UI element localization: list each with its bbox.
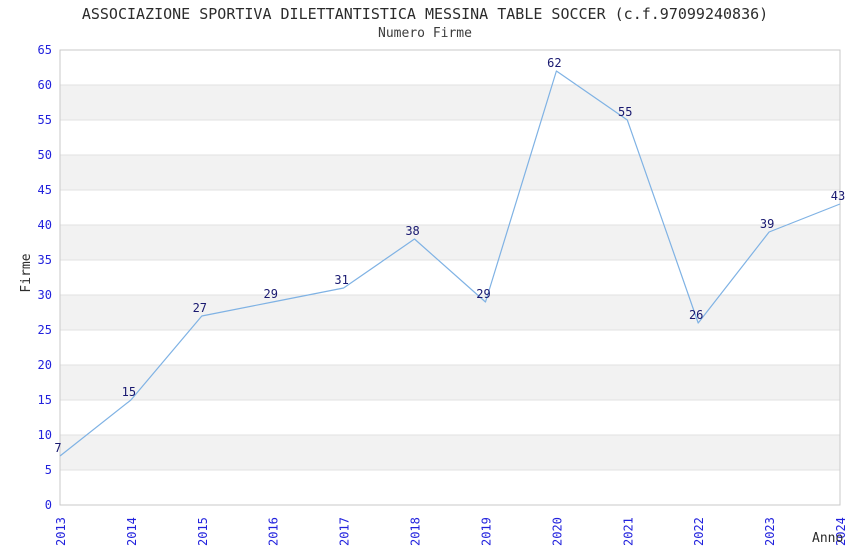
y-tick-label: 55: [38, 113, 52, 127]
y-tick-label: 10: [38, 428, 52, 442]
value-label: 31: [334, 273, 348, 287]
y-tick-label: 20: [38, 358, 52, 372]
chart-subtitle: Numero Firme: [378, 26, 472, 41]
y-tick-label: 50: [38, 148, 52, 162]
y-tick-label: 0: [45, 498, 52, 512]
y-tick-label: 15: [38, 393, 52, 407]
chart-title: ASSOCIAZIONE SPORTIVA DILETTANTISTICA ME…: [81, 5, 769, 23]
value-label: 43: [831, 189, 845, 203]
x-tick-label: 2019: [479, 517, 493, 546]
value-label: 26: [689, 308, 703, 322]
x-tick-label: 2016: [267, 517, 281, 546]
value-label: 38: [405, 224, 419, 238]
value-label: 62: [547, 56, 561, 70]
value-label: 39: [760, 217, 774, 231]
value-label: 15: [122, 385, 136, 399]
x-tick-label: 2020: [550, 517, 564, 546]
x-axis-label: Anno: [812, 531, 844, 546]
y-tick-label: 30: [38, 288, 52, 302]
data-line: [59, 70, 841, 457]
y-tick-label: 65: [38, 43, 52, 57]
y-tick-label: 45: [38, 183, 52, 197]
x-tick-label: 2017: [338, 517, 352, 546]
band: [60, 365, 840, 400]
x-tick-label: 2021: [621, 517, 635, 546]
value-label: 29: [264, 287, 278, 301]
band: [60, 85, 840, 120]
band: [60, 295, 840, 330]
y-tick-label: 40: [38, 218, 52, 232]
x-tick-label: 2018: [409, 517, 423, 546]
y-axis-label: Firme: [19, 253, 34, 293]
x-tick-label: 2013: [54, 517, 68, 546]
plot-border: [59, 49, 841, 506]
y-tick-label: 60: [38, 78, 52, 92]
x-tick-label: 2015: [196, 517, 210, 546]
y-tick-label: 35: [38, 253, 52, 267]
band: [60, 155, 840, 190]
x-tick-label: 2022: [692, 517, 706, 546]
value-label: 55: [618, 105, 632, 119]
band: [60, 225, 840, 260]
value-label: 29: [476, 287, 490, 301]
value-label: 7: [54, 441, 61, 455]
x-tick-label: 2024: [834, 517, 848, 546]
value-label: 27: [193, 301, 207, 315]
band: [60, 435, 840, 470]
y-tick-label: 25: [38, 323, 52, 337]
x-tick-label: 2023: [763, 517, 777, 546]
y-tick-label: 5: [45, 463, 52, 477]
x-tick-label: 2014: [125, 517, 139, 546]
